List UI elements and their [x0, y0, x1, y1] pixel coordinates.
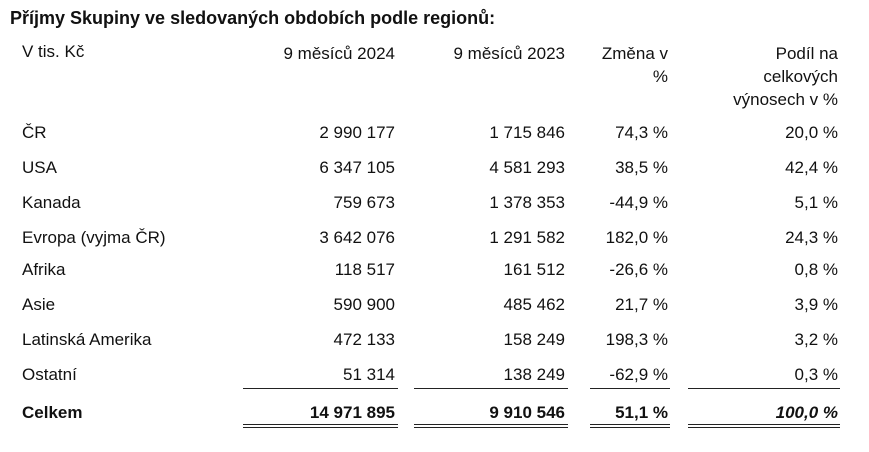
table-cell: 3 642 076	[319, 228, 395, 247]
table-cell: 42,4 %	[785, 158, 838, 177]
table-cell: 118 517	[334, 260, 395, 279]
rule	[243, 427, 398, 428]
rule	[414, 388, 568, 389]
table-cell: Latinská Amerika	[22, 330, 152, 349]
table-cell: 74,3 %	[615, 123, 668, 142]
table-cell: 2 990 177	[319, 123, 395, 142]
column-header: 9 měsíců 2023	[453, 44, 565, 63]
table-cell: 3,2 %	[794, 330, 838, 349]
rule	[688, 424, 840, 425]
table-cell: 759 673	[333, 193, 395, 212]
rule	[688, 427, 840, 428]
rule	[414, 427, 568, 428]
table-cell: 485 462	[503, 295, 565, 314]
rule	[243, 388, 398, 389]
table-cell: 182,0 %	[605, 228, 668, 247]
table-cell: Ostatní	[22, 365, 77, 384]
rule	[414, 424, 568, 425]
table-cell: 38,5 %	[615, 158, 668, 177]
table-cell: Asie	[22, 295, 56, 314]
total-cell: 100,0 %	[775, 403, 838, 422]
rule	[243, 424, 398, 425]
rule	[590, 427, 670, 428]
table-cell: -44,9 %	[609, 193, 668, 212]
table-cell: Evropa (vyjma ČR)	[22, 228, 166, 247]
total-cell: Celkem	[22, 403, 83, 422]
table-cell: Afrika	[22, 260, 66, 279]
table-cell: 198,3 %	[605, 330, 668, 349]
table-cell: 158 249	[503, 330, 565, 349]
table-cell: ČR	[22, 123, 47, 142]
table-cell: 21,7 %	[615, 295, 668, 314]
table-cell: USA	[22, 158, 57, 177]
total-cell: 51,1 %	[615, 403, 668, 422]
table-cell: 161 512	[503, 260, 565, 279]
table-cell: 472 133	[333, 330, 395, 349]
table-cell: 4 581 293	[489, 158, 565, 177]
table-cell: 1 291 582	[489, 228, 565, 247]
table-cell: -26,6 %	[609, 260, 668, 279]
table-cell: 1 715 846	[489, 123, 565, 142]
table-cell: Kanada	[22, 193, 81, 212]
title: Příjmy Skupiny ve sledovaných obdobích p…	[10, 8, 496, 28]
table-cell: 590 900	[333, 295, 395, 314]
table-cell: 138 249	[503, 365, 565, 384]
column-header: 9 měsíců 2024	[283, 44, 395, 63]
table-cell: 1 378 353	[489, 193, 565, 212]
column-header: Změna v %	[601, 44, 668, 86]
table-cell: 0,3 %	[794, 365, 838, 384]
column-header: Podíl na celkových výnosech v %	[733, 44, 838, 109]
table-cell: 24,3 %	[785, 228, 838, 247]
table-cell: 51 314	[343, 365, 395, 384]
rule	[688, 388, 840, 389]
table-cell: 5,1 %	[794, 193, 838, 212]
rule	[590, 424, 670, 425]
total-cell: 9 910 546	[489, 403, 565, 422]
table-cell: 20,0 %	[785, 123, 838, 142]
total-cell: 14 971 895	[309, 403, 395, 422]
table-cell: -62,9 %	[609, 365, 668, 384]
table-cell: 0,8 %	[794, 260, 838, 279]
column-header: V tis. Kč	[22, 42, 85, 61]
table-cell: 3,9 %	[794, 295, 838, 314]
table-cell: 6 347 105	[319, 158, 395, 177]
rule	[590, 388, 670, 389]
